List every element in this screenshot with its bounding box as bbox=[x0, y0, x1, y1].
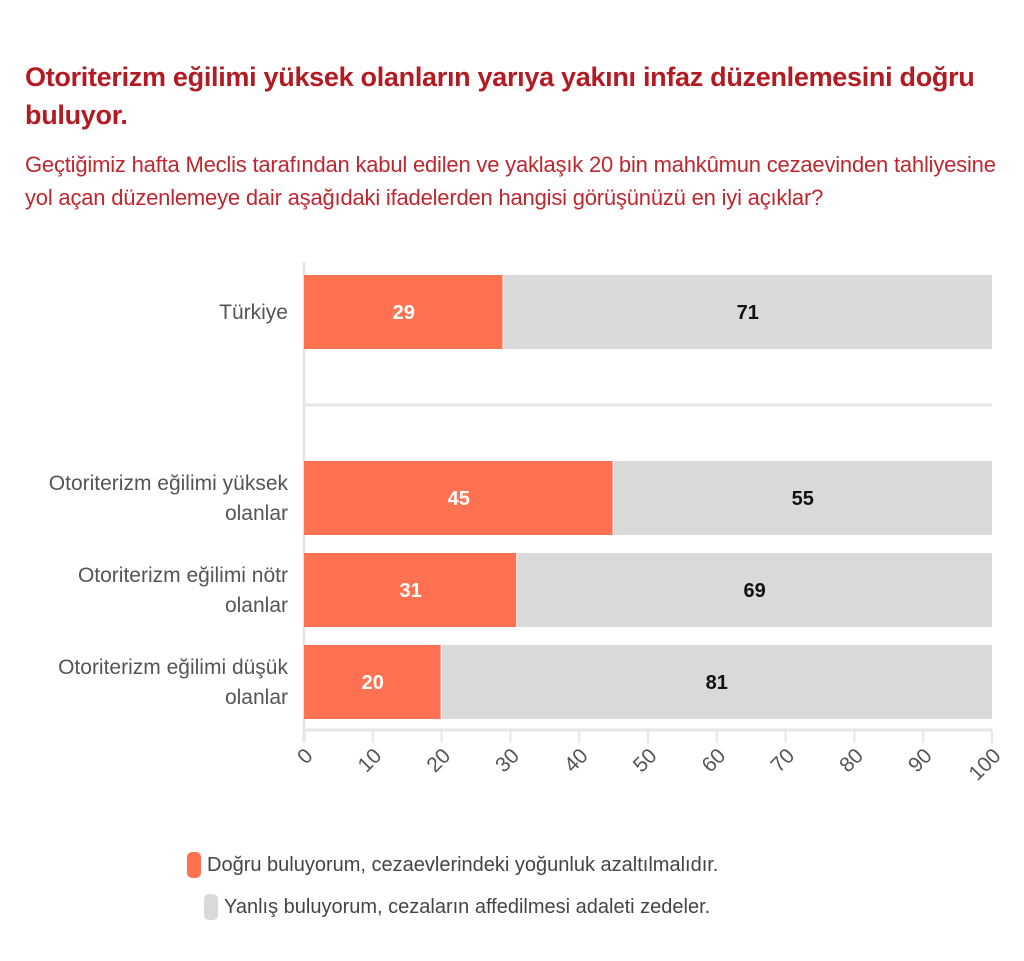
bar-dogru bbox=[304, 275, 503, 349]
x-tick-label: 100 bbox=[964, 744, 1005, 785]
bar-yanlis bbox=[441, 645, 993, 719]
bar-dogru bbox=[304, 645, 441, 719]
bar-yanlis bbox=[503, 275, 992, 349]
x-tick-label: 80 bbox=[835, 744, 868, 777]
x-tick-label: 0 bbox=[293, 744, 318, 769]
data-label: 20 bbox=[362, 672, 384, 694]
bar-yanlis bbox=[613, 461, 992, 535]
category-label: Otoriterizm eğilimi düşük bbox=[58, 656, 288, 679]
x-tick-label: 60 bbox=[698, 744, 731, 777]
bar-yanlis bbox=[517, 553, 992, 627]
category-label: Türkiye bbox=[219, 301, 288, 324]
x-tick-label: 70 bbox=[766, 744, 799, 777]
category-label: olanlar bbox=[225, 594, 288, 617]
category-label: olanlar bbox=[225, 686, 288, 709]
data-label: 69 bbox=[744, 580, 766, 602]
chart-title: Otoriterizm eğilimi yüksek olanların yar… bbox=[25, 62, 975, 130]
legend-item-dogru: Doğru buluyorum, cezaevlerindeki yoğunlu… bbox=[187, 852, 718, 878]
legend-label: Yanlış buluyorum, cezaların affedilmesi … bbox=[224, 895, 711, 918]
data-label: 55 bbox=[792, 488, 814, 510]
x-tick-label: 10 bbox=[354, 744, 387, 777]
category-label: olanlar bbox=[225, 502, 288, 525]
x-tick-label: 30 bbox=[491, 744, 524, 777]
bar-dogru bbox=[304, 461, 613, 535]
x-tick-label: 40 bbox=[560, 744, 593, 777]
category-label: Otoriterizm eğilimi nötr bbox=[78, 564, 288, 587]
legend-label: Doğru buluyorum, cezaevlerindeki yoğunlu… bbox=[207, 853, 719, 876]
chart-subtitle: Geçtiğimiz hafta Meclis tarafından kabul… bbox=[25, 152, 996, 210]
data-label: 71 bbox=[737, 302, 759, 324]
x-tick-label: 90 bbox=[904, 744, 937, 777]
bar-dogru bbox=[304, 553, 517, 627]
data-label: 45 bbox=[448, 488, 470, 510]
data-label: 29 bbox=[393, 302, 415, 324]
data-label: 81 bbox=[706, 672, 728, 694]
category-label: Otoriterizm eğilimi yüksek bbox=[49, 472, 289, 495]
legend-swatch-gray bbox=[204, 894, 218, 920]
data-label: 31 bbox=[400, 580, 422, 602]
x-tick-label: 20 bbox=[422, 744, 455, 777]
legend-swatch-orange bbox=[187, 852, 201, 878]
legend-item-yanlis: Yanlış buluyorum, cezaların affedilmesi … bbox=[204, 894, 710, 920]
x-tick-label: 50 bbox=[629, 744, 662, 777]
